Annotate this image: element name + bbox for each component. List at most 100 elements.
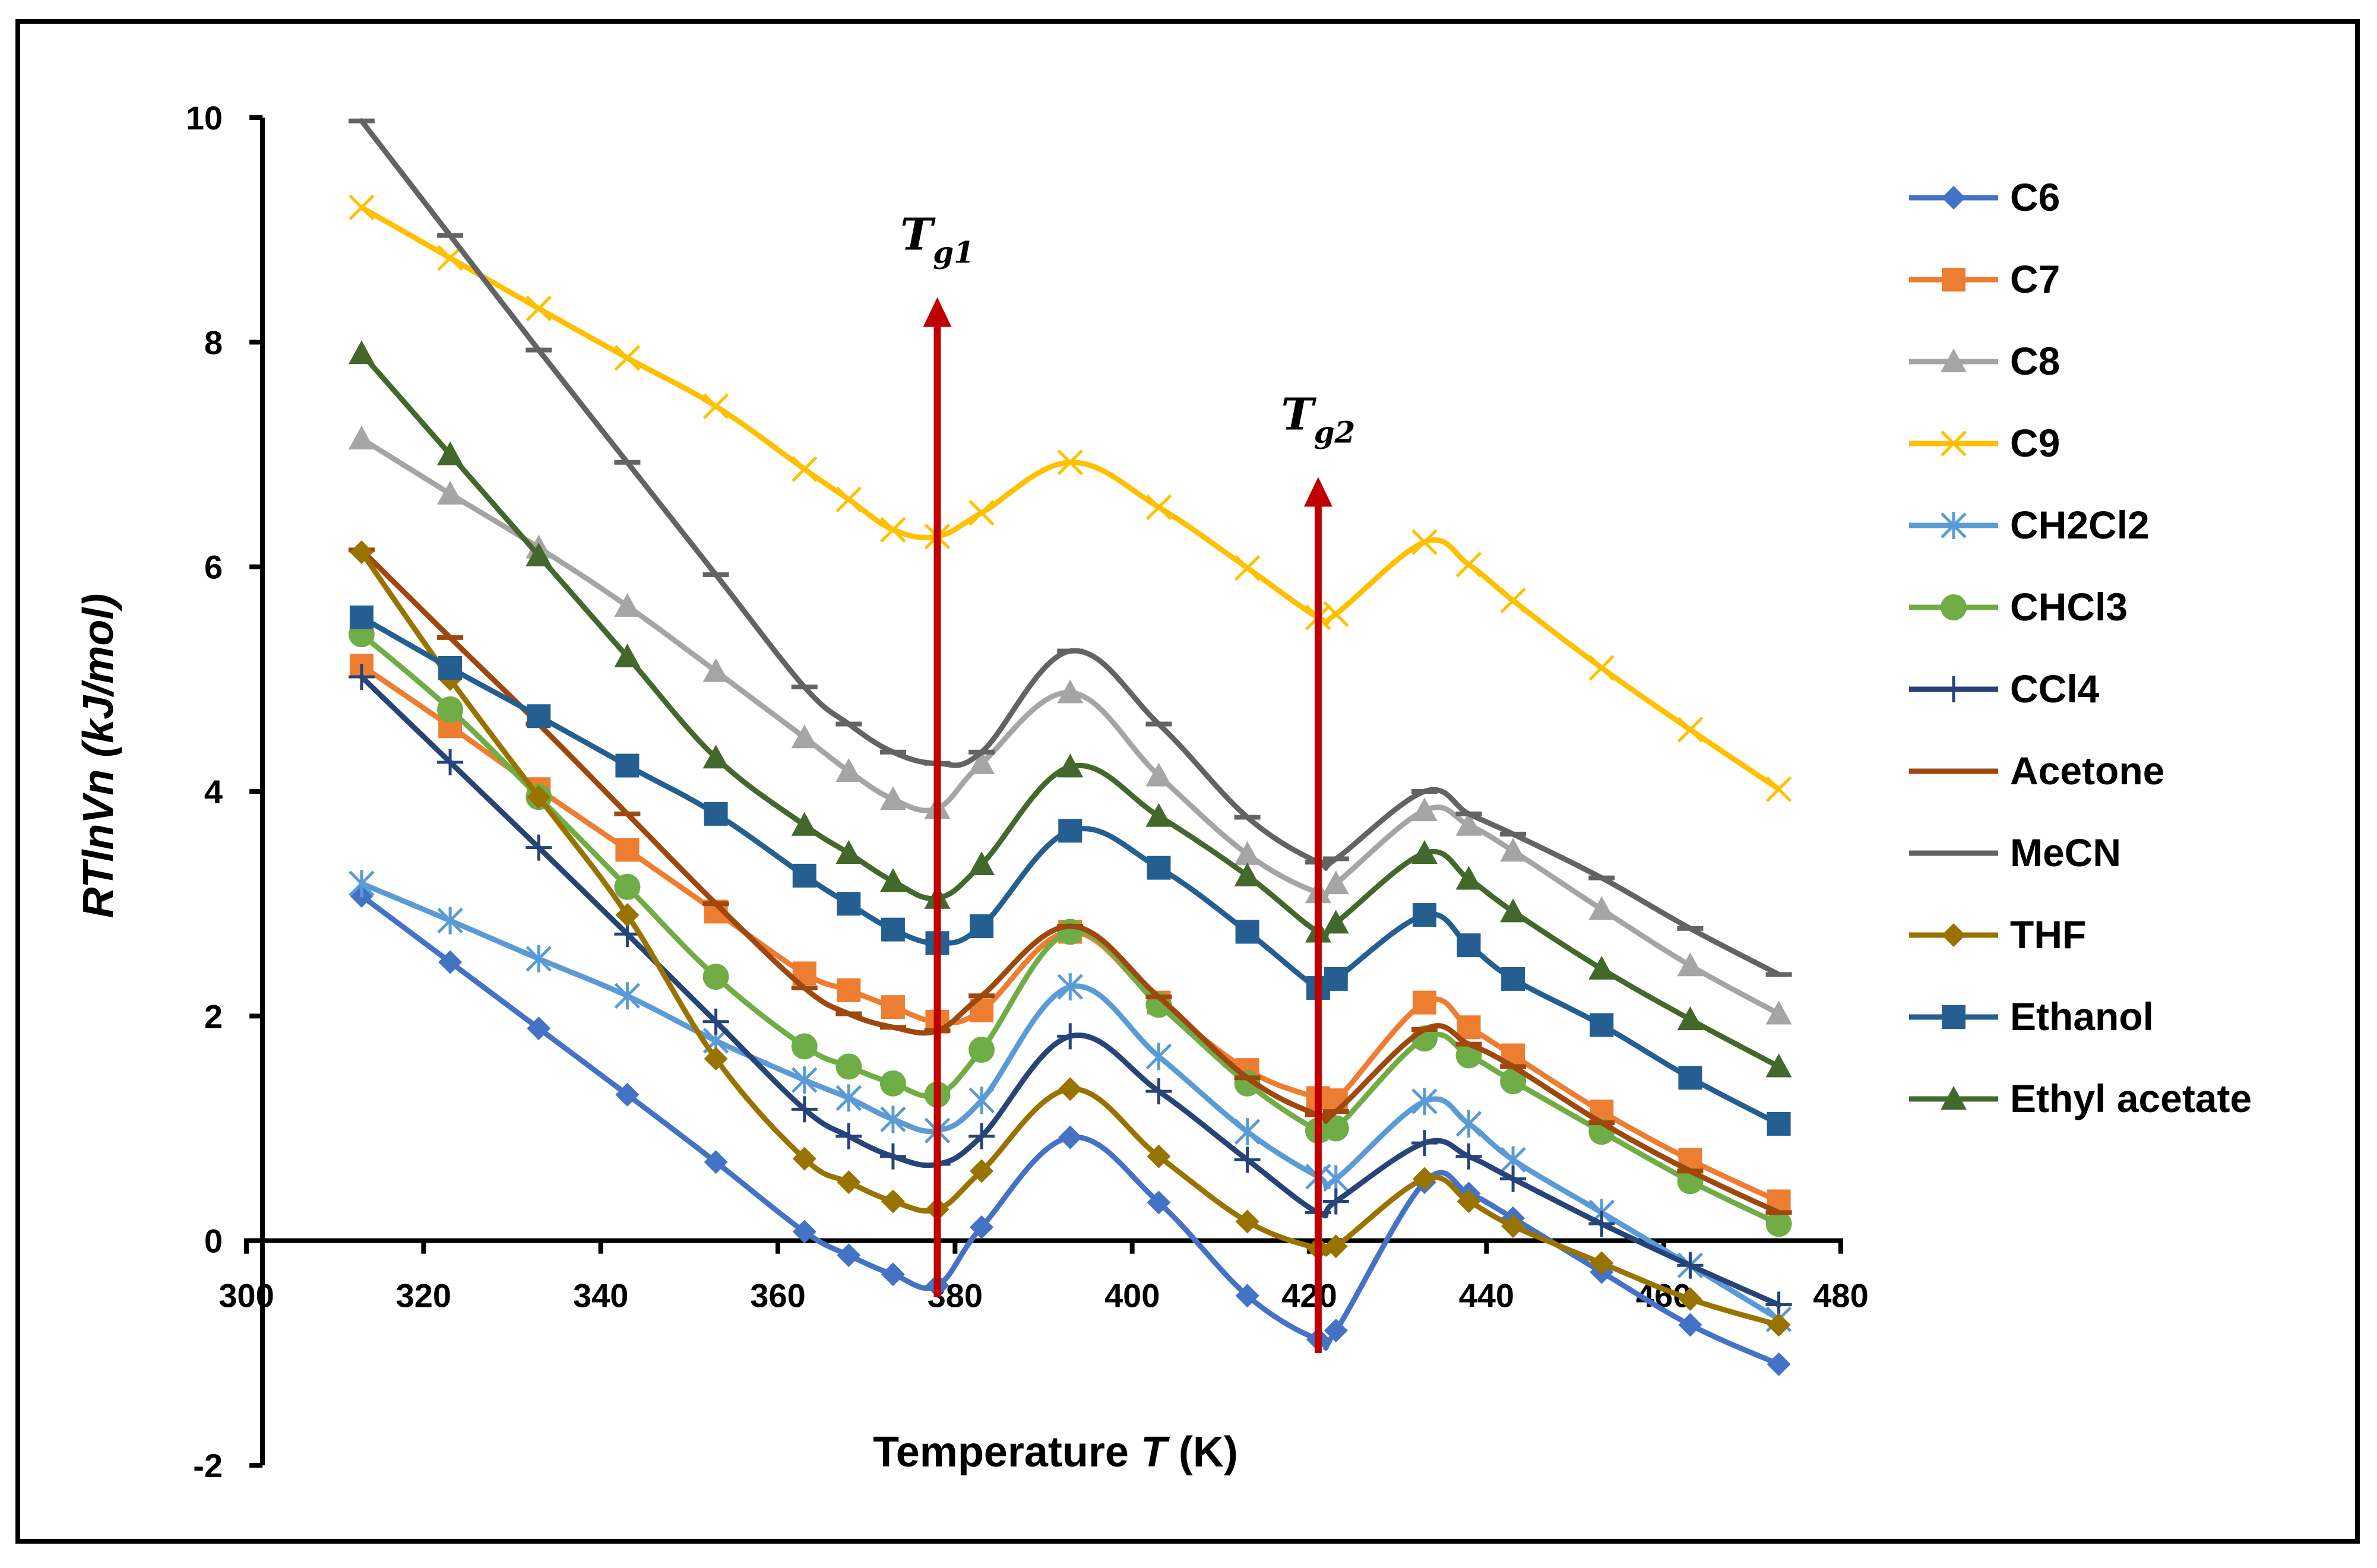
data-point-ccl4 xyxy=(526,834,552,861)
legend-item-ch2cl2: CH2Cl2 xyxy=(1909,503,2150,547)
legend-swatch-marker xyxy=(1941,512,1967,539)
data-point-c9 xyxy=(835,486,862,512)
data-point-ethyl-acetate xyxy=(1411,840,1438,864)
data-point-ethanol xyxy=(1324,967,1348,991)
x-tick-label: 400 xyxy=(1104,1277,1160,1314)
data-point-c6 xyxy=(1324,1319,1348,1342)
data-point-ethanol xyxy=(1457,933,1481,958)
data-point-c6 xyxy=(792,1219,816,1244)
data-point-ch2cl2 xyxy=(1455,1110,1482,1138)
legend-item-thf: THF xyxy=(1909,913,2086,956)
y-tick-label: 2 xyxy=(204,997,223,1035)
series-line-thf xyxy=(359,549,1782,1328)
legend-item-ethanol: Ethanol xyxy=(1909,994,2154,1038)
data-point-ethyl-acetate xyxy=(702,745,729,769)
data-point-ethanol xyxy=(704,802,728,826)
data-point-thf xyxy=(1147,1144,1171,1168)
legend-item-c6: C6 xyxy=(1909,175,2060,219)
data-point-c8 xyxy=(1765,1000,1792,1025)
data-point-c6 xyxy=(615,1082,640,1107)
data-point-ethyl-acetate xyxy=(1588,955,1615,980)
data-point-ch2cl2 xyxy=(1057,973,1084,1001)
data-point-thf xyxy=(704,1047,728,1071)
data-point-c6 xyxy=(1767,1352,1791,1376)
data-point-c6 xyxy=(881,1262,905,1287)
series-line-mecn xyxy=(359,118,1782,977)
legend-label: MeCN xyxy=(2010,831,2121,875)
legend-swatch-marker xyxy=(1941,430,1967,457)
data-point-thf xyxy=(1457,1189,1481,1214)
series-ethyl-acetate xyxy=(348,340,1792,1078)
data-point-c9 xyxy=(614,345,641,371)
legend-label: Acetone xyxy=(2010,749,2164,793)
data-point-ethanol xyxy=(1147,856,1171,880)
data-point-c9 xyxy=(1322,601,1349,627)
data-point-thf xyxy=(615,903,640,927)
data-point-c6 xyxy=(438,950,463,974)
legend-label: Ethyl acetate xyxy=(2010,1076,2252,1120)
data-point-c8 xyxy=(879,786,906,810)
data-point-ccl4 xyxy=(1677,1252,1704,1279)
data-point-chcl3 xyxy=(437,696,464,723)
data-point-c6 xyxy=(1147,1190,1171,1215)
legend-label: C6 xyxy=(2010,175,2060,219)
annotation-label-main: T xyxy=(900,210,936,261)
legend-swatch-marker xyxy=(1942,923,1965,947)
data-point-ethanol xyxy=(792,863,816,888)
legend-label: CHCl3 xyxy=(2010,585,2128,629)
data-point-ch2cl2 xyxy=(526,945,552,973)
chart-frame xyxy=(15,19,2360,1544)
legend-label: Ethanol xyxy=(2010,994,2154,1038)
data-point-ethanol xyxy=(881,917,905,942)
data-point-c8 xyxy=(791,724,818,749)
data-point-ethyl-acetate xyxy=(1057,753,1084,778)
legend-swatch-marker xyxy=(1941,676,1967,702)
data-point-c8 xyxy=(1588,896,1615,920)
data-point-mecn xyxy=(1322,856,1349,861)
data-point-acetone xyxy=(1677,1168,1704,1174)
legend-item-ccl4: CCl4 xyxy=(1909,667,2100,711)
x-tick-label: 300 xyxy=(219,1277,274,1314)
data-point-ch2cl2 xyxy=(349,870,375,898)
data-point-ethyl-acetate xyxy=(526,542,552,566)
data-point-acetone xyxy=(1588,1120,1615,1126)
data-point-mecn xyxy=(1057,648,1084,654)
data-point-ethyl-acetate xyxy=(879,868,906,892)
annotation-arrow-head xyxy=(1303,477,1332,507)
data-point-acetone xyxy=(1322,1109,1349,1114)
data-point-ethyl-acetate xyxy=(1500,898,1527,923)
x-tick-label: 340 xyxy=(573,1277,628,1314)
series-ethanol xyxy=(349,605,1791,1136)
data-point-thf xyxy=(1590,1251,1614,1275)
data-point-c8 xyxy=(835,758,862,782)
x-axis-title-variable: T xyxy=(1141,1428,1170,1476)
data-point-ccl4 xyxy=(968,1123,995,1149)
series-line-ccl4 xyxy=(359,674,1782,1307)
data-point-thf xyxy=(349,540,374,565)
data-point-acetone xyxy=(1411,1027,1438,1032)
data-point-ethyl-acetate xyxy=(1145,803,1172,827)
data-point-acetone xyxy=(614,811,641,816)
data-point-ethanol xyxy=(1678,1066,1702,1090)
data-point-thf xyxy=(1767,1313,1791,1337)
x-axis-title-suffix: (K) xyxy=(1167,1428,1238,1476)
data-point-ethyl-acetate xyxy=(835,840,862,864)
data-point-ethanol xyxy=(1235,920,1259,944)
data-point-c9 xyxy=(1588,655,1615,681)
data-point-ch2cl2 xyxy=(437,907,463,935)
data-point-ethyl-acetate xyxy=(1234,862,1261,886)
legend-swatch-marker xyxy=(1941,851,1967,856)
legend-label: C7 xyxy=(2010,257,2060,301)
data-point-mecn xyxy=(1765,972,1792,977)
data-point-c9 xyxy=(702,393,729,419)
data-point-chcl3 xyxy=(791,1033,818,1060)
data-point-thf xyxy=(1501,1214,1525,1238)
series-lines xyxy=(348,118,1792,1376)
data-point-ch2cl2 xyxy=(1322,1165,1349,1193)
data-point-ch2cl2 xyxy=(880,1105,906,1133)
legend-label: CH2Cl2 xyxy=(2010,503,2150,547)
data-point-mecn xyxy=(835,721,862,727)
data-point-thf xyxy=(1678,1287,1702,1312)
